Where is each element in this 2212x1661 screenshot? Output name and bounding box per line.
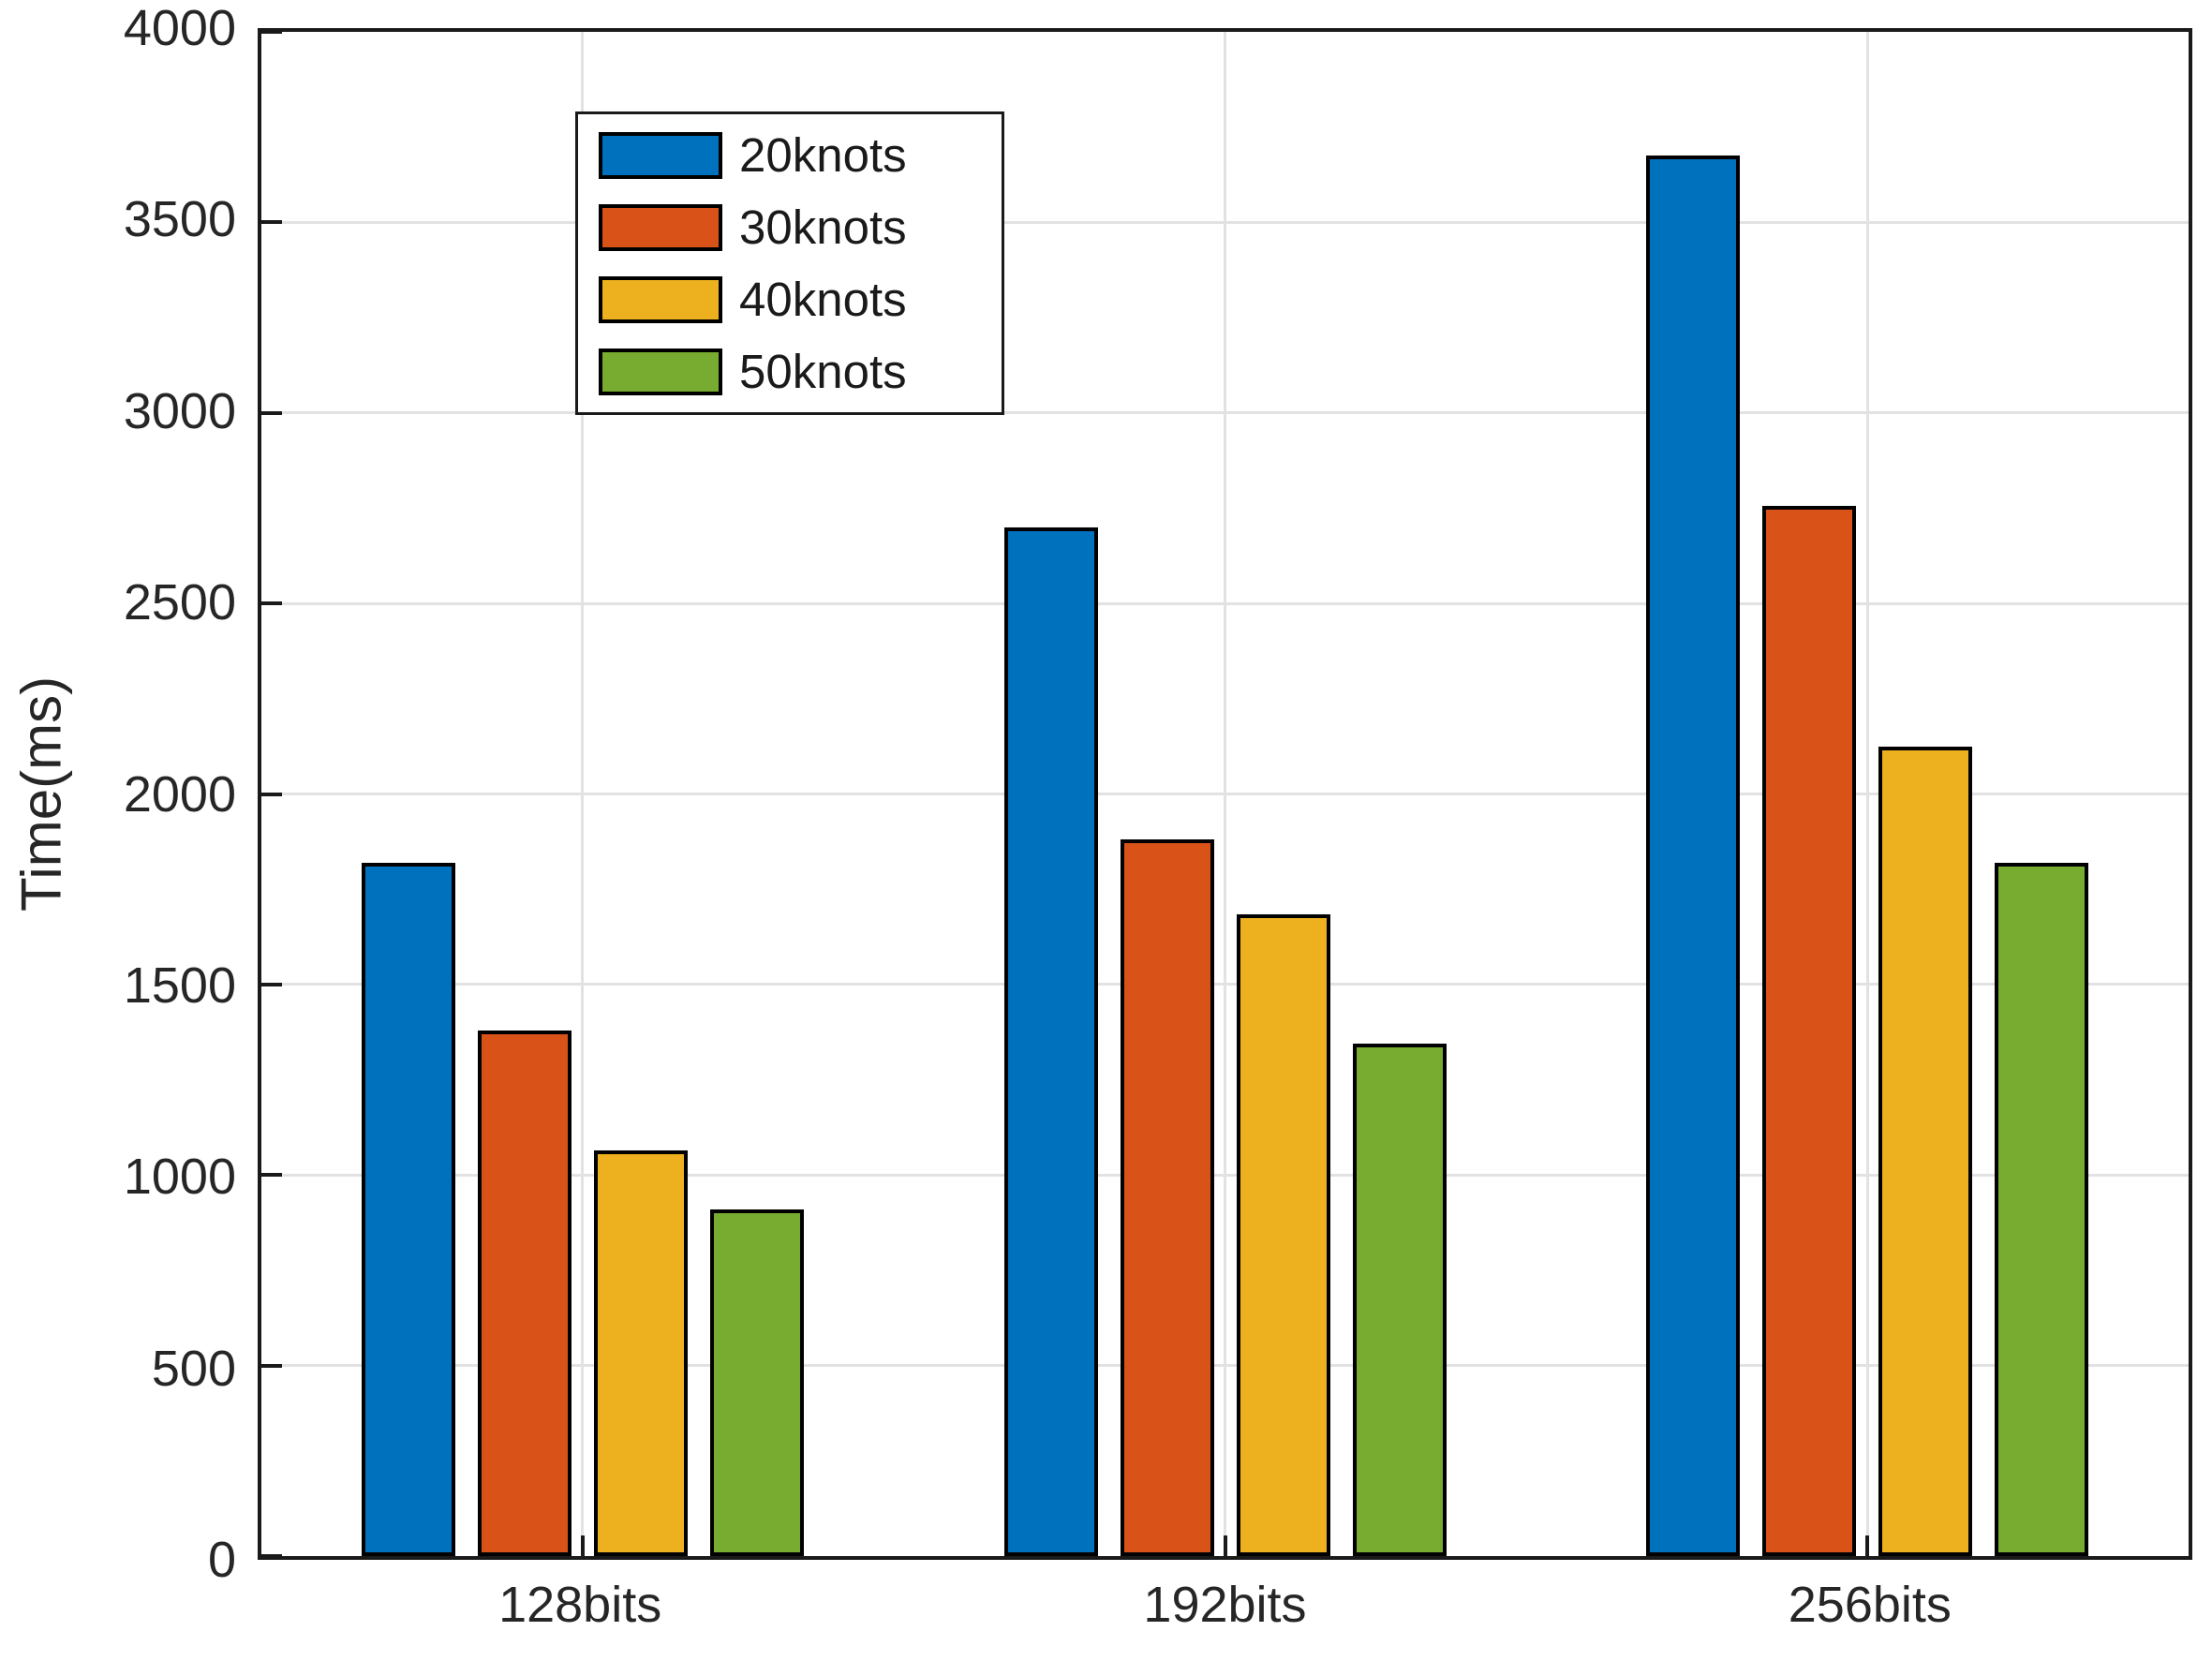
y-tick-label: 0	[207, 1532, 236, 1588]
bar	[1003, 526, 1098, 1556]
y-tick-label: 2000	[123, 765, 236, 823]
bar	[1995, 862, 2089, 1556]
x-gridline	[1865, 32, 1869, 1556]
bar	[709, 1209, 804, 1556]
legend-label: 50knots	[739, 345, 907, 398]
y-tick-mark	[261, 1173, 282, 1178]
y-tick-mark	[261, 30, 282, 34]
y-tick-label: 500	[151, 1340, 236, 1397]
legend-label: 20knots	[739, 128, 907, 182]
x-tick-mark	[580, 1535, 585, 1556]
x-tick-mark	[1223, 1535, 1227, 1556]
y-tick-mark	[261, 1363, 282, 1368]
bar	[1236, 913, 1330, 1556]
x-tick-mark	[1865, 1535, 1870, 1556]
bar	[1878, 746, 1973, 1556]
bar	[1352, 1043, 1447, 1556]
y-tick-mark	[261, 410, 282, 415]
legend-item: 30knots	[599, 203, 992, 251]
y-tick-mark	[261, 220, 282, 225]
bar	[477, 1030, 572, 1556]
y-tick-label: 3000	[123, 382, 236, 439]
bar-group	[1646, 32, 2089, 1556]
bar	[593, 1149, 688, 1556]
y-tick-mark	[261, 1554, 282, 1558]
bar	[1762, 506, 1857, 1556]
x-gridline	[1224, 32, 1226, 1556]
y-tick-mark	[261, 601, 282, 606]
legend-swatch	[599, 131, 722, 179]
y-tick-label: 1500	[123, 957, 236, 1014]
legend-swatch	[599, 203, 722, 251]
bar	[1646, 156, 1741, 1556]
legend-swatch	[599, 275, 722, 323]
x-tick-label: 128bits	[498, 1577, 662, 1633]
y-tick-label: 1000	[123, 1149, 236, 1206]
bar-group	[1003, 32, 1447, 1556]
x-gridline	[581, 32, 585, 1556]
plot-area: 20knots 30knots 40knots 50knots	[258, 28, 2192, 1560]
x-tick-label: 256bits	[1788, 1577, 1952, 1633]
legend-swatch	[599, 348, 722, 395]
y-tick-label: 3500	[123, 191, 236, 248]
legend-item: 50knots	[599, 348, 992, 395]
legend-label: 30knots	[739, 200, 907, 254]
legend-item: 40knots	[599, 275, 992, 323]
bar	[1120, 839, 1214, 1556]
x-tick-label: 192bits	[1143, 1577, 1307, 1633]
legend: 20knots 30knots 40knots 50knots	[575, 111, 1004, 415]
legend-item: 20knots	[599, 131, 992, 179]
x-axis-tick-labels: 128bits 192bits 256bits	[258, 1579, 2192, 1654]
bar	[361, 862, 455, 1556]
y-axis-tick-labels: 0 500 1000 1500 2000 2500 3000 3500 4000	[0, 3, 236, 1585]
y-tick-mark	[261, 982, 282, 986]
legend-label: 40knots	[739, 273, 907, 326]
y-tick-label: 4000	[123, 0, 236, 56]
bar-group	[361, 32, 804, 1556]
y-tick-mark	[261, 792, 282, 796]
y-tick-label: 2500	[123, 574, 236, 631]
